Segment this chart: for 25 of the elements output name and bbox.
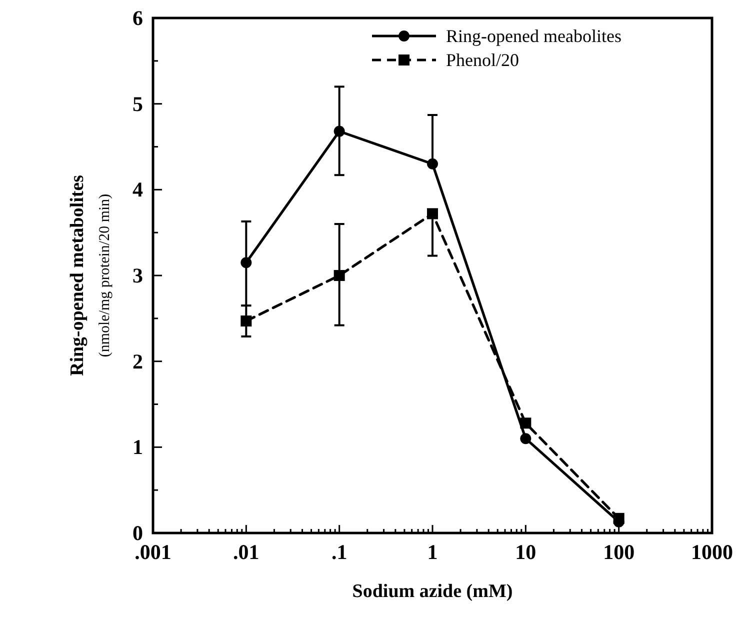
point [520,418,532,429]
x-tick-label: 1 [427,540,438,564]
x-axis-title: Sodium azide (mM) [352,581,513,602]
point [427,208,438,220]
x-tick-label: .1 [331,540,348,564]
point [427,158,438,170]
legend-label: Phenol/20 [446,50,520,70]
point [613,512,624,524]
x-tick-label: 1000 [691,540,733,564]
x-tick-label: 10 [515,540,536,564]
point [520,433,532,444]
point [334,126,345,137]
y-tick-label: 2 [132,349,143,374]
x-tick-label: .01 [233,540,260,564]
point [240,257,252,268]
y-tick-label: 6 [132,6,143,30]
point [240,315,252,326]
point [334,270,345,281]
y-tick-label: 4 [132,178,144,202]
y-tick-label: 5 [132,92,143,116]
y-axis-title: Ring-opened metabolites (nmole/mg protein/20 min) [67,174,113,376]
y-tick-label: 3 [132,264,143,288]
x-tick-label: 100 [603,540,635,564]
y-tick-label: 1 [132,435,143,460]
legend-label: Ring-opened meabolites [446,26,622,46]
